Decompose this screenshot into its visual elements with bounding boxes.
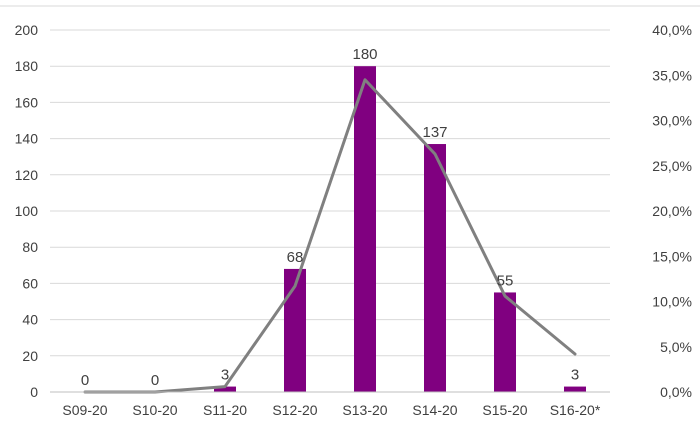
bar <box>284 268 306 392</box>
x-tick-label: S12-20 <box>272 402 317 418</box>
y-left-tick-label: 80 <box>22 239 38 255</box>
percentage-line <box>83 78 577 394</box>
y-left-tick-label: 60 <box>22 275 38 291</box>
x-tick-label: S15-20 <box>482 402 527 418</box>
data-label: 3 <box>221 367 229 384</box>
y-left-tick-label: 160 <box>15 94 39 110</box>
y-left-tick-label: 100 <box>15 203 39 219</box>
bar <box>354 66 376 392</box>
x-tick-label: S10-20 <box>132 402 177 418</box>
y-left-tick-label: 120 <box>15 167 39 183</box>
x-tick-label: S16-20* <box>550 402 601 418</box>
y-left-tick-label: 180 <box>15 58 39 74</box>
y-left-tick-label: 140 <box>15 131 39 147</box>
data-label: 0 <box>81 372 89 389</box>
left-axis-ticks: 0 20 40 60 80 100 120 140 160 180 200 <box>15 22 39 400</box>
y-right-tick-label: 20,0% <box>652 203 692 219</box>
y-right-tick-label: 10,0% <box>652 294 692 310</box>
x-tick-label: S14-20 <box>412 402 457 418</box>
right-axis-ticks: 0,0% 5,0% 10,0% 15,0% 20,0% 25,0% 30,0% 35,0% 40… <box>652 22 692 400</box>
y-left-tick-label: 40 <box>22 312 38 328</box>
y-right-tick-label: 25,0% <box>652 158 692 174</box>
y-left-tick-label: 0 <box>30 384 38 400</box>
bar <box>564 386 586 392</box>
y-right-tick-label: 35,0% <box>652 67 692 83</box>
x-tick-label: S11-20 <box>203 402 247 418</box>
data-label: 3 <box>571 367 579 384</box>
data-labels: 0 0 3 68 180 137 55 3 <box>81 46 579 389</box>
x-tick-label: S09-20 <box>62 402 107 418</box>
data-label: 0 <box>151 372 159 389</box>
bar <box>424 144 446 392</box>
data-label: 137 <box>422 124 447 141</box>
data-label: 55 <box>497 272 514 289</box>
y-right-tick-label: 5,0% <box>660 339 692 355</box>
line-series <box>83 78 577 394</box>
x-tick-label: S13-20 <box>342 402 387 418</box>
bar-series <box>214 66 586 392</box>
category-axis: S09-20 S10-20 S11-20 S12-20 S13-20 S14-20 S15-… <box>50 391 610 418</box>
bar <box>494 292 516 392</box>
data-label: 180 <box>352 46 377 63</box>
y-left-tick-label: 20 <box>22 348 38 364</box>
gridlines <box>0 5 700 357</box>
data-label: 68 <box>287 249 304 266</box>
y-right-tick-label: 40,0% <box>652 22 692 38</box>
y-right-tick-label: 15,0% <box>652 248 692 264</box>
y-right-tick-label: 30,0% <box>652 113 692 129</box>
bar <box>214 386 236 392</box>
y-left-tick-label: 200 <box>15 22 39 38</box>
y-right-tick-label: 0,0% <box>660 384 692 400</box>
